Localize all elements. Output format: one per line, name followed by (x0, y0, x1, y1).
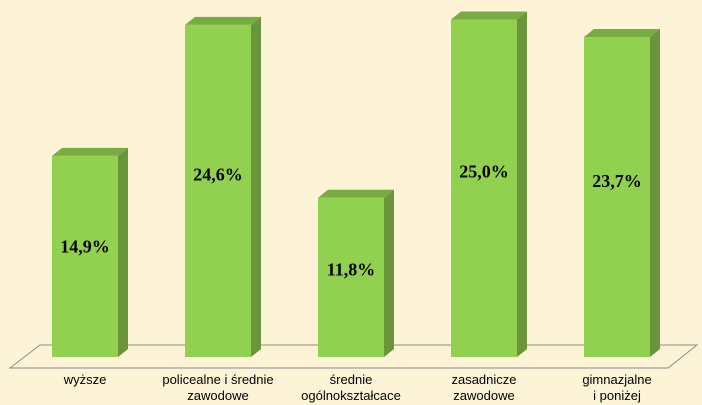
bar-side (384, 189, 394, 357)
bar-side (517, 11, 527, 357)
x-tick-label: zasadnicze zawodowe (451, 372, 516, 403)
bar-group (185, 16, 261, 358)
x-tick-label: gimnazjalne i poniżej (582, 372, 651, 403)
value-label: 14,9% (60, 236, 110, 256)
x-tick-label: wyższe (63, 372, 107, 387)
value-label: 23,7% (592, 171, 642, 191)
bar (52, 155, 118, 357)
bar-top (52, 147, 128, 156)
bar-side (251, 16, 261, 358)
bar (584, 37, 650, 358)
x-tick-label: średnie ogólnokształcace (301, 372, 401, 403)
bar-top (185, 16, 261, 25)
bar (318, 197, 384, 357)
bar (451, 19, 517, 357)
bar-side (118, 147, 128, 357)
value-label: 25,0% (459, 161, 509, 181)
bar-top (584, 29, 660, 38)
bar-group (451, 11, 527, 357)
value-label: 11,8% (327, 259, 376, 279)
bar-side (650, 29, 660, 358)
bar-top (318, 189, 394, 198)
bar-group (318, 189, 394, 357)
value-label: 24,6% (193, 164, 243, 184)
bar-top (451, 11, 527, 20)
bar (185, 24, 251, 358)
x-tick-label: policealne i średnie zawodowe (162, 372, 273, 403)
bar-group (584, 29, 660, 358)
bar-group (52, 147, 128, 357)
